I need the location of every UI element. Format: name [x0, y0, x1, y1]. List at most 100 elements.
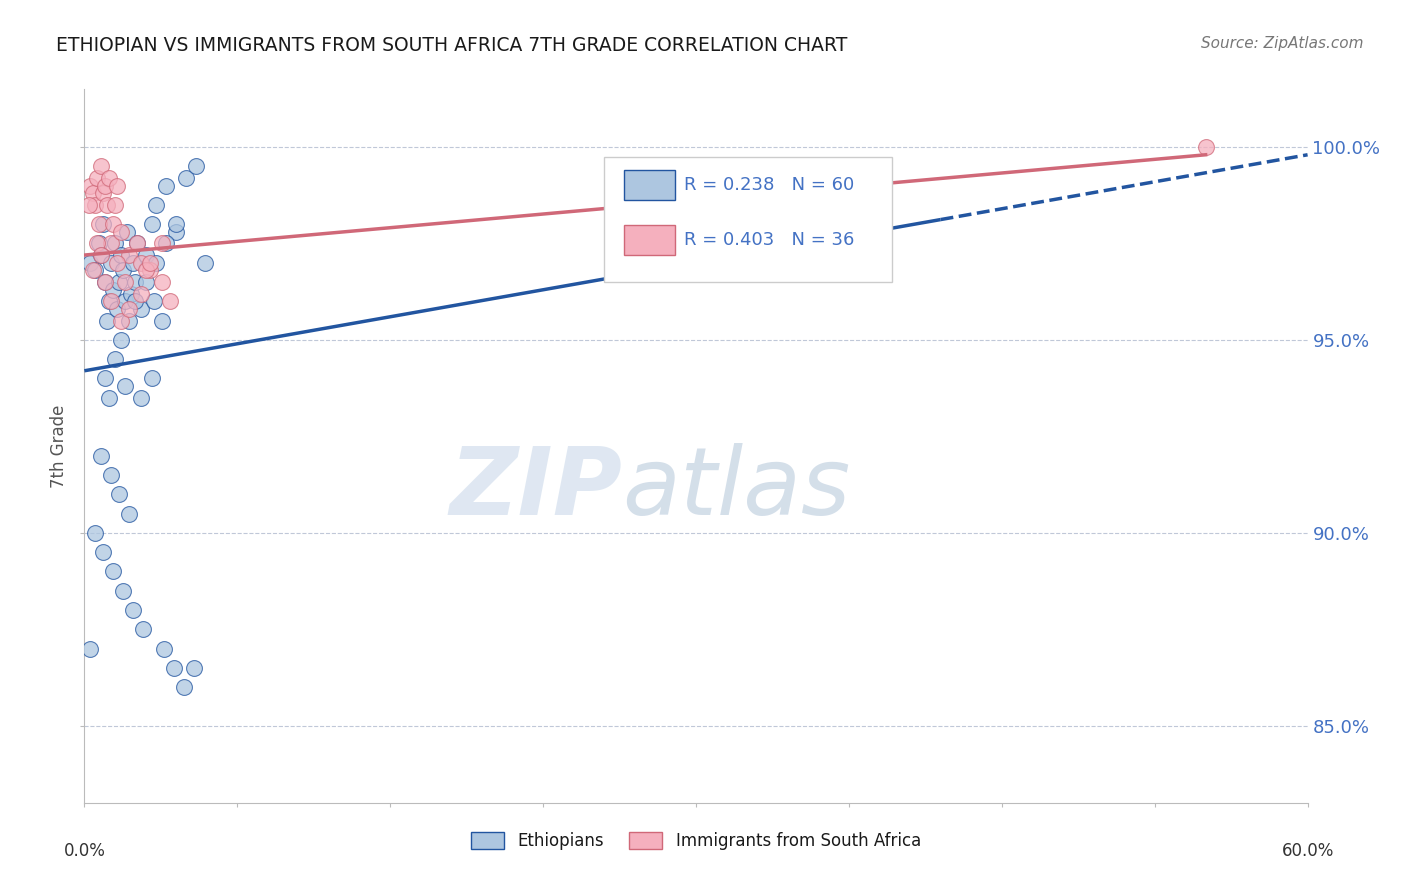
Point [79, 256, 101, 270]
Point [142, 294, 165, 309]
Point [155, 178, 177, 193]
Point [79, 641, 101, 656]
Y-axis label: 7th Grade: 7th Grade [51, 404, 69, 488]
Point [174, 170, 197, 185]
Point [118, 301, 141, 316]
Point [93, 275, 115, 289]
Point [79, 178, 101, 193]
Point [131, 256, 153, 270]
Point [132, 622, 155, 636]
Point [145, 198, 167, 212]
Point [159, 294, 181, 309]
Legend: Ethiopians, Immigrants from South Africa: Ethiopians, Immigrants from South Africa [463, 824, 929, 859]
Point [91, 545, 114, 559]
Point [87, 236, 110, 251]
Point [104, 198, 127, 212]
Point [93, 275, 115, 289]
Point [124, 275, 146, 289]
Point [112, 263, 135, 277]
Point [138, 263, 160, 277]
Point [150, 236, 173, 251]
Point [105, 301, 128, 316]
Point [83, 525, 105, 540]
Point [104, 352, 127, 367]
Point [135, 248, 157, 262]
Text: ETHIOPIAN VS IMMIGRANTS FROM SOUTH AFRICA 7TH GRADE CORRELATION CHART: ETHIOPIAN VS IMMIGRANTS FROM SOUTH AFRIC… [56, 36, 848, 54]
Point [1195, 140, 1218, 154]
Point [150, 313, 173, 327]
Point [110, 333, 132, 347]
Point [82, 186, 104, 201]
Point [127, 236, 149, 251]
FancyBboxPatch shape [624, 169, 675, 200]
Point [83, 198, 105, 212]
Point [101, 565, 124, 579]
Point [101, 217, 124, 231]
Point [138, 256, 160, 270]
Point [110, 313, 132, 327]
Point [114, 379, 136, 393]
Point [86, 236, 108, 251]
Point [131, 391, 153, 405]
Point [194, 256, 217, 270]
Point [165, 225, 187, 239]
Point [90, 248, 112, 262]
Point [131, 301, 153, 316]
FancyBboxPatch shape [605, 157, 891, 282]
Text: atlas: atlas [623, 443, 851, 534]
Point [155, 236, 177, 251]
Point [115, 225, 138, 239]
Point [91, 217, 114, 231]
Point [145, 256, 167, 270]
Point [124, 294, 146, 309]
Point [100, 256, 122, 270]
Point [93, 178, 115, 193]
Text: R = 0.403   N = 36: R = 0.403 N = 36 [683, 231, 853, 249]
Point [100, 236, 122, 251]
Point [122, 256, 145, 270]
Point [100, 467, 122, 482]
Point [150, 275, 173, 289]
Text: 0.0%: 0.0% [63, 842, 105, 860]
Point [83, 263, 105, 277]
Point [165, 217, 187, 231]
Point [91, 186, 114, 201]
Point [186, 159, 208, 173]
Text: R = 0.238   N = 60: R = 0.238 N = 60 [683, 176, 853, 194]
Point [101, 283, 124, 297]
Point [153, 641, 176, 656]
Point [135, 275, 157, 289]
Point [79, 198, 101, 212]
Point [97, 294, 120, 309]
Point [127, 236, 149, 251]
Point [105, 178, 128, 193]
Point [110, 248, 132, 262]
Point [141, 371, 163, 385]
Point [97, 391, 120, 405]
Point [97, 170, 120, 185]
Point [131, 286, 153, 301]
Point [86, 170, 108, 185]
Point [118, 313, 141, 327]
FancyBboxPatch shape [624, 225, 675, 255]
Point [110, 225, 132, 239]
Point [104, 236, 127, 251]
Point [82, 263, 104, 277]
Text: Source: ZipAtlas.com: Source: ZipAtlas.com [1201, 36, 1364, 51]
Point [114, 275, 136, 289]
Text: ZIP: ZIP [450, 442, 623, 535]
Point [118, 248, 141, 262]
Point [96, 313, 118, 327]
Point [105, 256, 128, 270]
Point [93, 371, 115, 385]
Point [122, 603, 145, 617]
Point [173, 680, 195, 694]
Point [90, 449, 112, 463]
Point [183, 661, 205, 675]
Point [141, 217, 163, 231]
Point [112, 583, 135, 598]
Point [120, 286, 142, 301]
Point [114, 294, 136, 309]
Point [135, 263, 157, 277]
Text: 60.0%: 60.0% [1281, 842, 1334, 860]
